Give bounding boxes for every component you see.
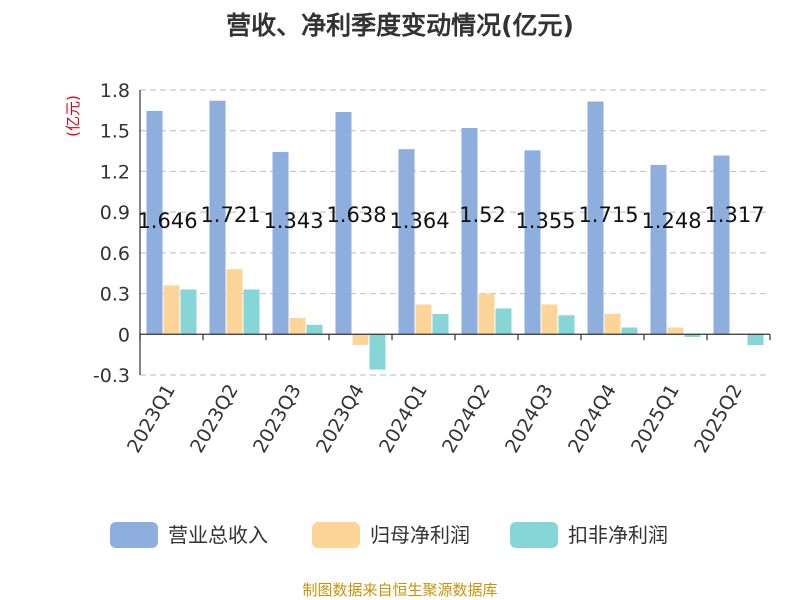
bar-revenue <box>335 111 352 335</box>
legend-swatch[interactable] <box>110 522 158 548</box>
bar-deducted-net-profit <box>243 289 260 335</box>
x-tick-label: 2024Q2 <box>438 381 495 457</box>
bar-net-profit <box>604 313 621 335</box>
data-label: 1.52 <box>459 203 506 227</box>
data-label: 1.646 <box>137 209 197 233</box>
chart-title: 营收、净利季度变动情况(亿元) <box>226 11 574 40</box>
bar-deducted-net-profit <box>432 313 449 335</box>
x-tick-label: 2024Q3 <box>501 381 558 457</box>
bar-deducted-net-profit <box>306 324 323 335</box>
bar-deducted-net-profit <box>747 334 764 346</box>
bar-deducted-net-profit <box>684 334 701 337</box>
data-label: 1.248 <box>641 209 701 233</box>
bar-net-profit <box>541 304 558 335</box>
bars <box>146 100 764 370</box>
bar-revenue <box>398 149 415 335</box>
y-tick-label: 1.8 <box>100 80 130 102</box>
legend-label[interactable]: 营业总收入 <box>168 523 268 547</box>
bar-deducted-net-profit <box>621 327 638 335</box>
y-axis-ticks: -0.3 0 0.3 0.6 0.9 1.2 1.5 1.8 <box>93 80 130 387</box>
x-tick-label: 2023Q4 <box>312 381 369 457</box>
bar-net-profit <box>352 334 369 346</box>
x-tick-label: 2023Q1 <box>123 381 180 457</box>
x-tick-label: 2025Q1 <box>627 381 684 457</box>
y-tick-label: 1.5 <box>100 121 130 143</box>
data-label: 1.317 <box>704 203 764 227</box>
data-label: 1.721 <box>200 203 260 227</box>
x-tick-label: 2024Q4 <box>564 381 621 457</box>
bar-deducted-net-profit <box>180 289 197 335</box>
legend[interactable]: 营业总收入 归母净利润 扣非净利润 <box>110 522 668 548</box>
legend-swatch[interactable] <box>312 522 360 548</box>
bar-net-profit <box>289 318 306 335</box>
x-tick-label: 2024Q1 <box>375 381 432 457</box>
legend-swatch[interactable] <box>510 522 558 548</box>
bar-revenue <box>587 101 604 335</box>
legend-label[interactable]: 归母净利润 <box>370 523 470 547</box>
data-label: 1.355 <box>515 209 575 233</box>
y-tick-label: 0.3 <box>100 284 130 306</box>
bar-net-profit <box>478 293 495 335</box>
data-label: 1.715 <box>578 203 638 227</box>
x-axis-ticks: 2023Q1 2023Q2 2023Q3 2023Q4 2024Q1 2024Q2 2024… <box>123 381 747 457</box>
bar-revenue <box>650 164 667 335</box>
data-labels: 1.646 1.721 1.343 1.638 1.364 1.52 1.355 1.715 1… <box>137 203 764 233</box>
bar-deducted-net-profit <box>558 315 575 335</box>
y-tick-label: 0.9 <box>100 202 130 224</box>
bar-revenue <box>209 100 226 335</box>
y-tick-label: 1.2 <box>100 161 130 183</box>
bar-deducted-net-profit <box>495 308 512 335</box>
data-label: 1.638 <box>326 203 386 227</box>
source-note: 制图数据来自恒生聚源数据库 <box>302 581 497 599</box>
data-label: 1.364 <box>389 209 449 233</box>
bar-net-profit <box>667 327 684 335</box>
axes <box>139 90 771 375</box>
y-tick-label: -0.3 <box>93 365 130 387</box>
bar-net-profit <box>415 304 432 335</box>
bar-net-profit <box>226 269 243 335</box>
y-tick-label: 0.6 <box>100 243 130 265</box>
bar-net-profit <box>163 285 180 335</box>
bar-revenue <box>524 150 541 335</box>
bar-revenue <box>461 128 478 335</box>
x-tick-label: 2025Q2 <box>690 381 747 457</box>
legend-label[interactable]: 扣非净利润 <box>568 523 668 547</box>
bar-revenue <box>146 110 163 335</box>
bar-deducted-net-profit <box>369 334 386 370</box>
bar-revenue <box>713 155 730 335</box>
x-tick-label: 2023Q2 <box>186 381 243 457</box>
data-label: 1.343 <box>263 209 323 233</box>
y-tick-label: 0 <box>118 324 130 346</box>
y-axis-unit: (亿元) <box>64 95 82 137</box>
x-tick-label: 2023Q3 <box>249 381 306 457</box>
bar-revenue <box>272 152 289 335</box>
